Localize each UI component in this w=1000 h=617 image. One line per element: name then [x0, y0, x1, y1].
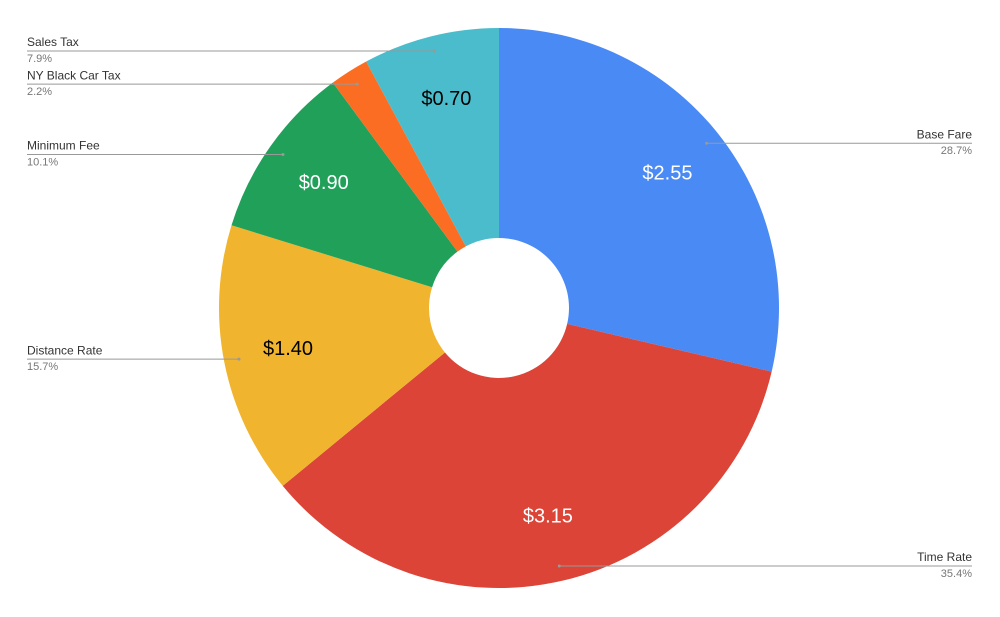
value-label: $2.55	[642, 163, 692, 185]
legend-label: Time Rate	[917, 550, 972, 564]
slice	[332, 61, 466, 252]
leader-dot	[705, 141, 709, 145]
value-label: $3.15	[523, 506, 573, 528]
legend-label: Base Fare	[917, 127, 973, 141]
value-label: $0.90	[299, 172, 349, 194]
slice	[499, 28, 779, 372]
slice	[231, 82, 458, 288]
value-label: $1.40	[263, 338, 313, 360]
percentage-label: 7.9%	[27, 53, 52, 65]
slice	[366, 28, 499, 247]
leader-dot	[237, 357, 241, 361]
percentage-label: 10.1%	[27, 156, 58, 168]
legend-label: Minimum Fee	[27, 139, 100, 153]
legend-label: Distance Rate	[27, 343, 103, 357]
leader-dot	[281, 153, 285, 157]
leader-dot	[355, 82, 359, 86]
legend-label: NY Black Car Tax	[27, 68, 121, 82]
value-label: $0.70	[421, 88, 471, 110]
slice	[282, 323, 772, 589]
percentage-label: 28.7%	[941, 145, 972, 157]
leader-dot	[432, 49, 436, 53]
leader-dot	[557, 564, 561, 568]
slice	[218, 225, 445, 486]
legend-label: Sales Tax	[27, 35, 79, 49]
percentage-label: 2.2%	[27, 86, 52, 98]
percentage-label: 35.4%	[941, 568, 972, 580]
percentage-label: 15.7%	[27, 361, 58, 373]
